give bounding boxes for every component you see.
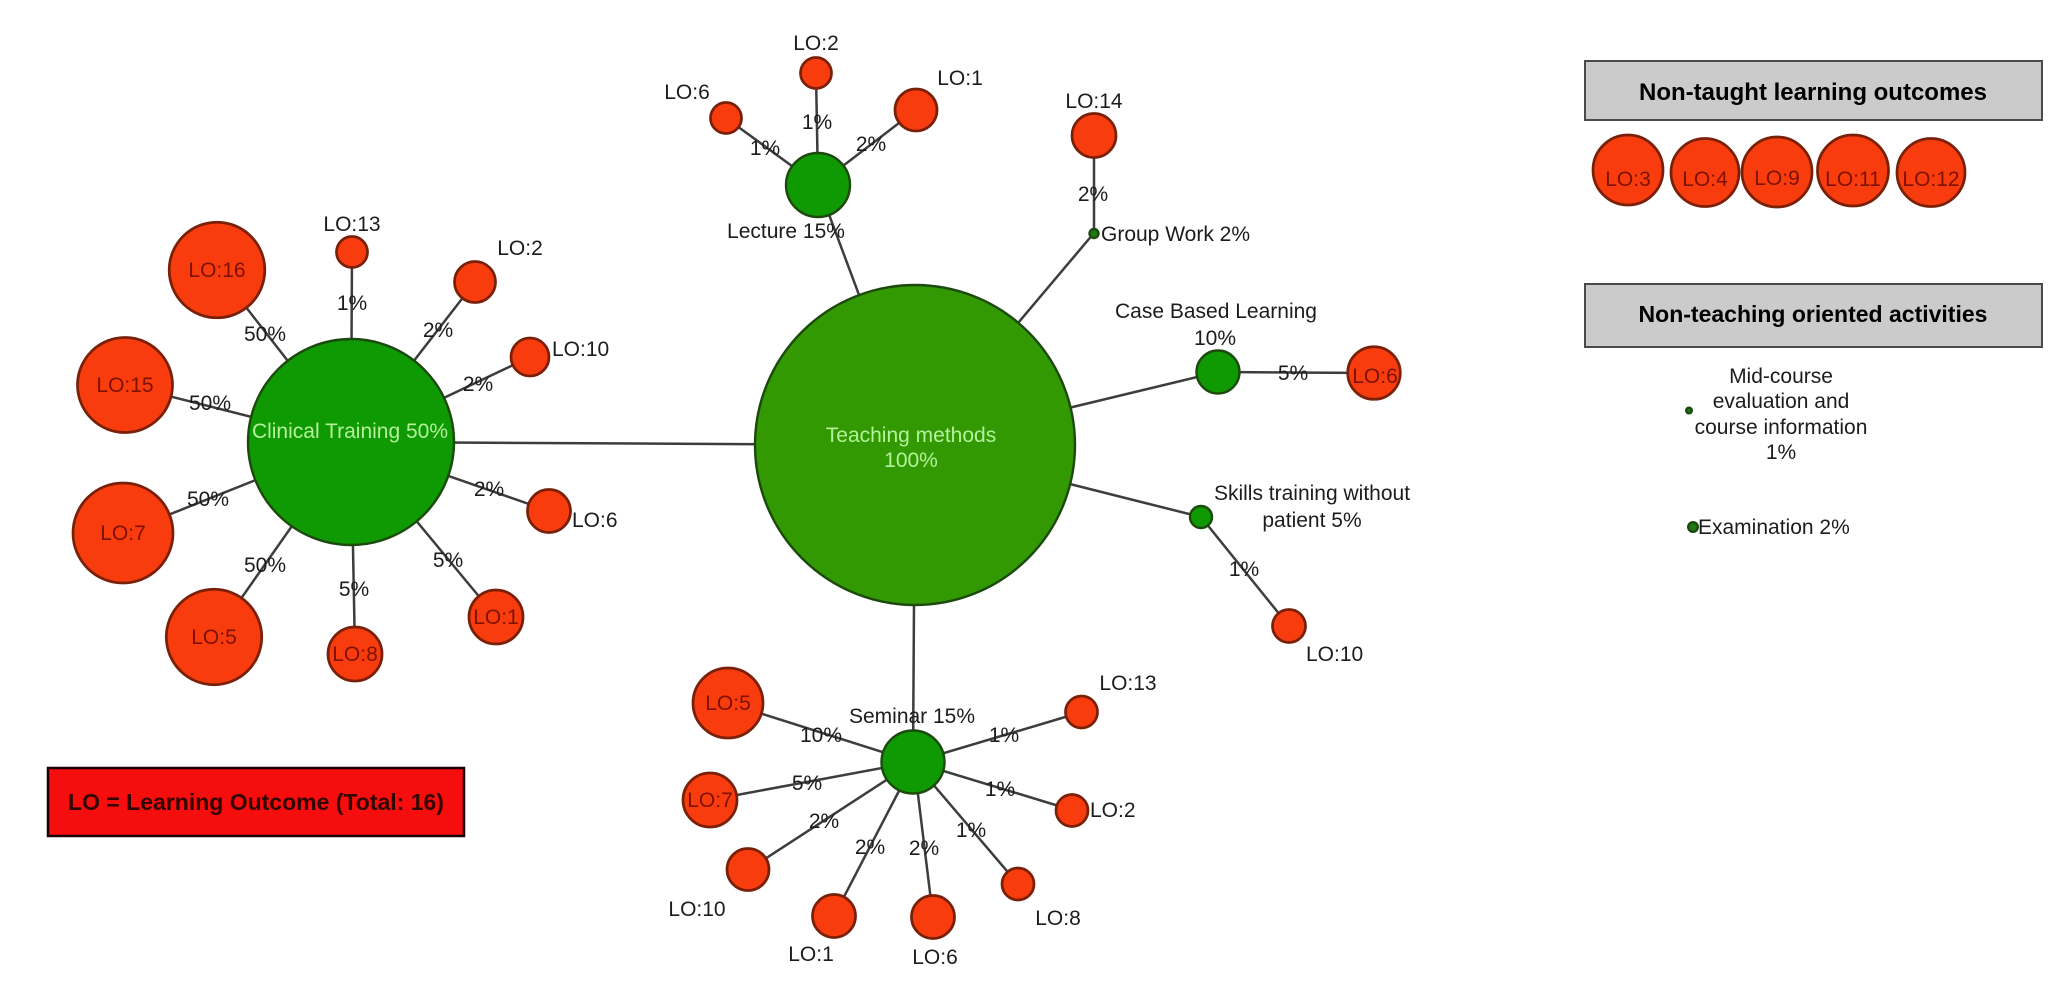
svg-text:LO:3: LO:3 — [1605, 168, 1651, 191]
svg-text:LO:7: LO:7 — [100, 522, 146, 545]
svg-text:5%: 5% — [792, 772, 822, 795]
svg-text:10%: 10% — [800, 724, 842, 747]
svg-text:Seminar 15%: Seminar 15% — [849, 705, 975, 728]
svg-text:course information: course information — [1695, 416, 1868, 439]
svg-text:LO:7: LO:7 — [687, 789, 733, 812]
svg-text:50%: 50% — [189, 392, 231, 415]
svg-text:2%: 2% — [809, 810, 839, 833]
svg-text:50%: 50% — [244, 554, 286, 577]
svg-text:LO = Learning Outcome (Total:: LO = Learning Outcome (Total: 16) — [68, 789, 444, 815]
svg-text:2%: 2% — [1078, 183, 1108, 206]
svg-text:LO:6: LO:6 — [572, 509, 618, 532]
svg-text:LO:2: LO:2 — [793, 32, 839, 55]
svg-text:2%: 2% — [463, 373, 493, 396]
svg-text:LO:2: LO:2 — [1090, 799, 1136, 822]
svg-text:LO:13: LO:13 — [1099, 672, 1156, 695]
svg-text:1%: 1% — [956, 819, 986, 842]
svg-text:Non-taught learning outcomes: Non-taught learning outcomes — [1639, 79, 1987, 106]
svg-text:Clinical Training 50%: Clinical Training 50% — [252, 420, 448, 443]
svg-text:1%: 1% — [1766, 441, 1796, 464]
svg-text:50%: 50% — [244, 323, 286, 346]
svg-text:LO:10: LO:10 — [1306, 643, 1363, 666]
svg-text:LO:12: LO:12 — [1902, 168, 1959, 191]
svg-text:Lecture 15%: Lecture 15% — [727, 220, 845, 243]
svg-text:Group Work 2%: Group Work 2% — [1101, 223, 1250, 246]
svg-text:LO:16: LO:16 — [188, 259, 245, 282]
svg-text:LO:14: LO:14 — [1065, 90, 1123, 113]
svg-text:5%: 5% — [339, 578, 369, 601]
svg-text:LO:9: LO:9 — [1754, 167, 1800, 190]
svg-text:1%: 1% — [989, 724, 1019, 747]
svg-text:LO:10: LO:10 — [552, 338, 609, 361]
svg-text:2%: 2% — [474, 478, 504, 501]
svg-text:1%: 1% — [1229, 558, 1259, 581]
svg-text:patient 5%: patient 5% — [1262, 509, 1361, 532]
svg-text:1%: 1% — [337, 292, 367, 315]
svg-text:LO:5: LO:5 — [191, 626, 237, 649]
svg-text:1%: 1% — [750, 137, 780, 160]
svg-text:LO:6: LO:6 — [664, 81, 710, 104]
svg-text:LO:1: LO:1 — [473, 606, 519, 629]
svg-text:1%: 1% — [802, 111, 832, 134]
svg-text:LO:5: LO:5 — [705, 692, 751, 715]
svg-text:10%: 10% — [1194, 327, 1236, 350]
svg-text:LO:11: LO:11 — [1825, 168, 1881, 191]
svg-text:LO:4: LO:4 — [1682, 168, 1728, 191]
svg-text:evaluation and: evaluation and — [1713, 390, 1850, 413]
svg-text:LO:6: LO:6 — [1352, 365, 1398, 388]
svg-text:LO:8: LO:8 — [1035, 907, 1081, 930]
svg-text:LO:1: LO:1 — [937, 67, 983, 90]
svg-text:50%: 50% — [187, 488, 229, 511]
svg-text:5%: 5% — [433, 549, 463, 572]
svg-text:Mid-course: Mid-course — [1729, 365, 1833, 388]
svg-text:Teaching methods: Teaching methods — [826, 424, 996, 447]
svg-text:2%: 2% — [855, 836, 885, 859]
svg-text:Skills training without: Skills training without — [1214, 482, 1410, 505]
svg-text:Examination 2%: Examination 2% — [1698, 516, 1850, 539]
svg-text:1%: 1% — [985, 778, 1015, 801]
svg-text:2%: 2% — [856, 133, 886, 156]
svg-text:100%: 100% — [884, 449, 938, 472]
svg-text:5%: 5% — [1278, 362, 1308, 385]
svg-text:LO:10: LO:10 — [668, 898, 725, 921]
svg-text:2%: 2% — [909, 837, 939, 860]
svg-text:LO:2: LO:2 — [497, 237, 543, 260]
svg-text:2%: 2% — [423, 319, 453, 342]
svg-text:LO:15: LO:15 — [96, 374, 153, 397]
svg-text:Case Based Learning: Case Based Learning — [1115, 300, 1317, 323]
svg-text:LO:6: LO:6 — [912, 946, 958, 969]
svg-text:LO:1: LO:1 — [788, 943, 834, 966]
svg-text:LO:8: LO:8 — [332, 643, 378, 666]
svg-text:LO:13: LO:13 — [323, 213, 380, 236]
svg-text:Non-teaching oriented activiti: Non-teaching oriented activities — [1639, 301, 1988, 327]
